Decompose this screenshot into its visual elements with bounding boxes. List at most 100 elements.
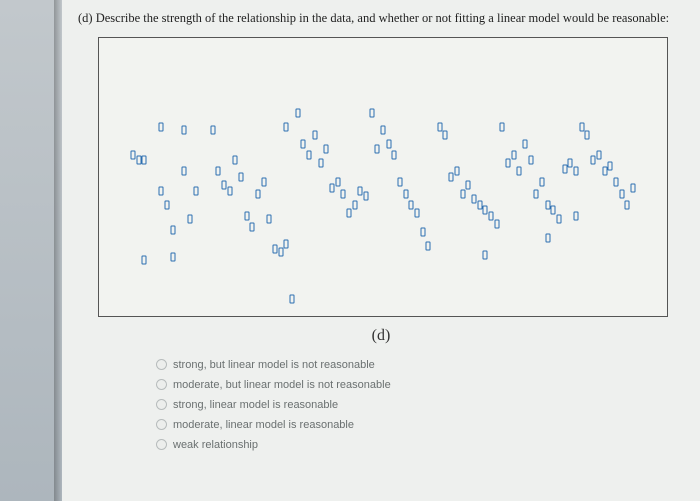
scatter-point [392, 150, 397, 159]
scatter-point [210, 125, 215, 134]
scatter-point [159, 186, 164, 195]
scatter-point [409, 200, 414, 209]
scatter-point [324, 145, 329, 154]
scatter-point [278, 247, 283, 256]
scatter-point [494, 220, 499, 229]
scatter-point [193, 186, 198, 195]
radio-icon[interactable] [156, 399, 167, 410]
scatter-point [290, 295, 295, 304]
scatter-point [596, 150, 601, 159]
scatter-point [375, 145, 380, 154]
scatter-point [511, 150, 516, 159]
scatter-point [352, 200, 357, 209]
option-label: strong, but linear model is not reasonab… [173, 359, 375, 371]
scatter-point [170, 253, 175, 262]
option-row[interactable]: strong, but linear model is not reasonab… [156, 355, 686, 375]
scatter-point [562, 164, 567, 173]
scatter-point [267, 214, 272, 223]
scatter-point [221, 181, 226, 190]
scatter-point [608, 161, 613, 170]
scatter-point [625, 200, 630, 209]
scatter-point [488, 211, 493, 220]
scatter-point [437, 122, 442, 131]
scatter-point [528, 156, 533, 165]
scatter-point [159, 122, 164, 131]
page-shadow [54, 0, 62, 501]
scatter-point [551, 206, 556, 215]
scatter-point [216, 167, 221, 176]
scatter-point [420, 228, 425, 237]
option-row[interactable]: weak relationship [156, 435, 686, 455]
scatter-point [244, 211, 249, 220]
scatter-point [227, 186, 232, 195]
scatter-point [477, 200, 482, 209]
answer-options: strong, but linear model is not reasonab… [156, 355, 686, 455]
scatter-point [557, 214, 562, 223]
scatter-point [471, 195, 476, 204]
option-row[interactable]: moderate, linear model is reasonable [156, 415, 686, 435]
scatter-point [613, 178, 618, 187]
option-row[interactable]: moderate, but linear model is not reason… [156, 375, 686, 395]
scatter-point [369, 108, 374, 117]
option-label: moderate, but linear model is not reason… [173, 379, 391, 391]
radio-icon[interactable] [156, 359, 167, 370]
scatter-point [170, 225, 175, 234]
scatter-point [239, 172, 244, 181]
scatter-point [460, 189, 465, 198]
scatter-point [415, 209, 420, 218]
radio-icon[interactable] [156, 439, 167, 450]
subplot-label: (d) [76, 327, 686, 345]
scatter-point [443, 131, 448, 140]
scatter-point [454, 167, 459, 176]
worksheet-page: (d) Describe the strength of the relatio… [62, 0, 700, 501]
scatter-point [250, 222, 255, 231]
option-label: moderate, linear model is reasonable [173, 419, 354, 431]
scatter-point [284, 122, 289, 131]
scatter-point [187, 214, 192, 223]
scatter-point [540, 178, 545, 187]
radio-icon[interactable] [156, 419, 167, 430]
scatter-point [142, 256, 147, 265]
scatter-point [233, 156, 238, 165]
scatter-point [517, 167, 522, 176]
question-prompt: (d) Describe the strength of the relatio… [78, 10, 686, 27]
scatter-point [301, 139, 306, 148]
scatter-point [602, 167, 607, 176]
radio-icon[interactable] [156, 379, 167, 390]
scatter-point [568, 158, 573, 167]
scatter-point [398, 178, 403, 187]
scatter-point [182, 167, 187, 176]
option-row[interactable]: strong, linear model is reasonable [156, 395, 686, 415]
scatter-point [131, 150, 136, 159]
scatter-point [307, 150, 312, 159]
option-label: strong, linear model is reasonable [173, 399, 338, 411]
scatter-point [136, 156, 141, 165]
scatter-point [182, 125, 187, 134]
scatter-point [426, 242, 431, 251]
scatter-point [341, 189, 346, 198]
scatter-point [165, 200, 170, 209]
scatter-point [142, 156, 147, 165]
scatter-point [619, 189, 624, 198]
scatter-point [545, 234, 550, 243]
scatter-point [585, 131, 590, 140]
scatter-point [273, 245, 278, 254]
scatter-point [579, 122, 584, 131]
scatter-point [466, 181, 471, 190]
scatter-point [318, 158, 323, 167]
scatter-point [449, 172, 454, 181]
scatter-point [403, 189, 408, 198]
scatter-point [630, 183, 635, 192]
scatter-point [500, 122, 505, 131]
scatter-point [505, 158, 510, 167]
scatter-point [483, 206, 488, 215]
scatter-point [523, 139, 528, 148]
scatter-point [329, 183, 334, 192]
scatter-point [574, 211, 579, 220]
scatter-point [295, 108, 300, 117]
scatter-point [261, 178, 266, 187]
scatter-point [591, 156, 596, 165]
chart-plot-area [99, 38, 667, 316]
scatter-point [335, 178, 340, 187]
page-left-margin [0, 0, 62, 501]
